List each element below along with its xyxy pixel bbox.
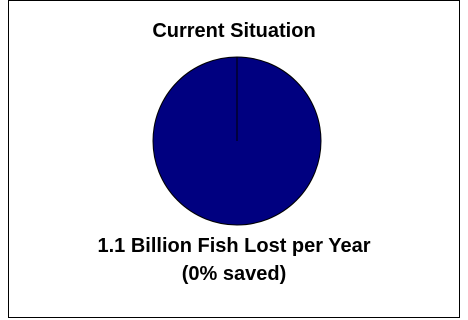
pie-slices	[152, 56, 322, 226]
annotation-fish-lost: 1.1 Billion Fish Lost per Year	[97, 235, 371, 257]
chart-title: Current Situation	[152, 20, 316, 42]
annotation-percent-saved: (0% saved)	[181, 263, 287, 285]
